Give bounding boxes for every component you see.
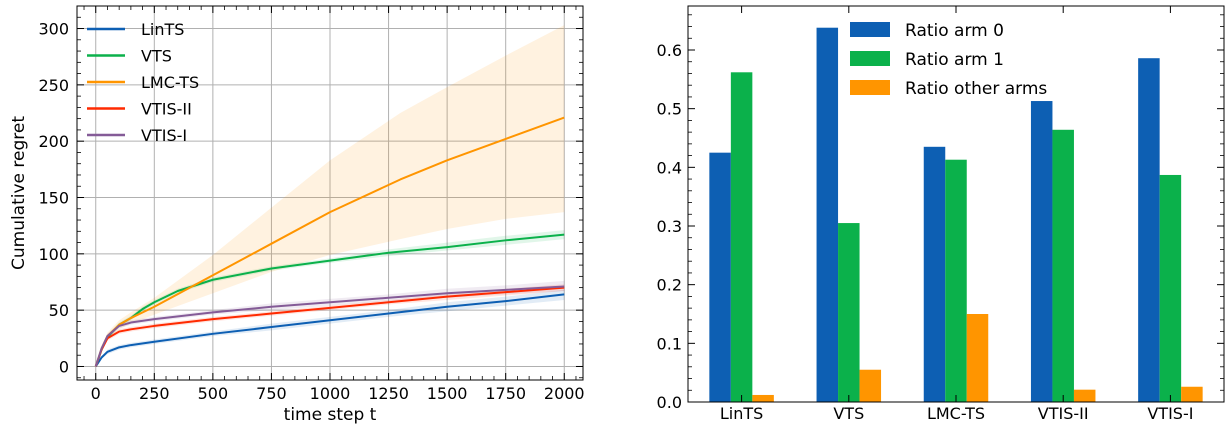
y-tick-label: 0.1 (657, 334, 682, 353)
x-axis-label: time step t (284, 405, 377, 425)
legend-swatch-ratio-arm-1 (850, 51, 890, 66)
bar-ratio-other-arms (859, 369, 882, 402)
bar-ratio-other-arms (752, 394, 774, 402)
line-chart: 0 250 500 750 1000 1250 1500 1750 2000 0 50 100 150 2… (9, 5, 585, 425)
legend-label: Ratio arm 1 (905, 50, 1004, 70)
x-tick-label: 750 (256, 384, 287, 403)
y-tick-label: 200 (38, 132, 69, 151)
x-tick-label: 2000 (544, 384, 585, 403)
bar-ratio-arm-1 (1052, 129, 1074, 402)
legend-label: LMC-TS (141, 73, 199, 92)
plot-frame (687, 5, 1225, 403)
y-tick-label: 150 (38, 189, 69, 208)
bar-ratio-arm-1 (730, 72, 753, 402)
bar-ratio-arm-0 (923, 146, 946, 402)
x-tick-label: 0 (91, 384, 101, 403)
legend: LinTS VTS LMC-TS VTIS-II VTIS-I (87, 20, 199, 145)
bar-ratio-arm-0 (709, 152, 731, 402)
y-tick-label: 0.2 (657, 276, 682, 295)
x-tick-label: 1500 (427, 384, 468, 403)
legend-label: Ratio other arms (905, 79, 1047, 99)
bar-chart: LinTS VTS LMC-TS VTIS-II VTIS-I 0.0 0.1 0.2 0.3 0… (657, 5, 1225, 423)
bar-ratio-arm-0 (1030, 101, 1053, 402)
x-tick-label: LMC-TS (927, 404, 985, 423)
y-tick-label: 300 (38, 20, 69, 39)
bar-ratio-other-arms (1073, 389, 1096, 402)
y-tick-label: 0.5 (657, 100, 682, 119)
series-line-vtis-i (94, 285, 565, 367)
y-tick-label: 250 (38, 76, 69, 95)
y-tick-label: 0.4 (657, 158, 682, 177)
x-tick-label: 1250 (368, 384, 409, 403)
bar-ratio-other-arms (966, 314, 989, 402)
legend: Ratio arm 0 Ratio arm 1 Ratio other arms (850, 21, 1047, 99)
confidence-band-lmc-ts (95, 25, 565, 367)
confidence-band-vtis-ii (95, 284, 565, 367)
y-tick-label: 0.6 (657, 41, 682, 60)
legend-swatch-ratio-other-arms (850, 80, 890, 95)
legend-label: VTIS-I (141, 126, 187, 145)
x-tick-label: 500 (198, 384, 229, 403)
x-tick-label: 1750 (485, 384, 526, 403)
bar-ratio-arm-0 (1138, 58, 1160, 403)
x-tick-label: VTS (833, 404, 864, 423)
x-tick-label: VTIS-I (1147, 404, 1193, 423)
y-tick-label: 100 (38, 245, 69, 264)
x-tick-label: LinTS (720, 404, 763, 423)
legend-label: Ratio arm 0 (905, 21, 1004, 41)
y-tick-label: 0.0 (657, 393, 682, 412)
y-axis-label: Cumulative regret (9, 116, 29, 270)
x-tick-label: VTIS-II (1038, 404, 1089, 423)
legend-swatch-ratio-arm-0 (850, 22, 890, 37)
legend-label: VTIS-II (141, 100, 192, 119)
y-tick-label: 50 (49, 301, 69, 320)
bar-ratio-other-arms (1181, 386, 1203, 402)
legend-label: LinTS (141, 20, 184, 39)
x-tick-label: 250 (139, 384, 170, 403)
y-tick-label: 0.3 (657, 217, 682, 236)
bar-ratio-arm-1 (838, 223, 860, 402)
series-line-lints (94, 293, 565, 368)
bar-ratio-arm-1 (945, 159, 967, 402)
y-tick-label: 0 (59, 357, 69, 376)
x-tick-label: 1000 (310, 384, 351, 403)
confidence-band-lints (95, 289, 565, 367)
bar-ratio-arm-0 (816, 27, 839, 403)
legend-label: VTS (141, 47, 172, 66)
bar-ratio-arm-1 (1159, 174, 1182, 402)
